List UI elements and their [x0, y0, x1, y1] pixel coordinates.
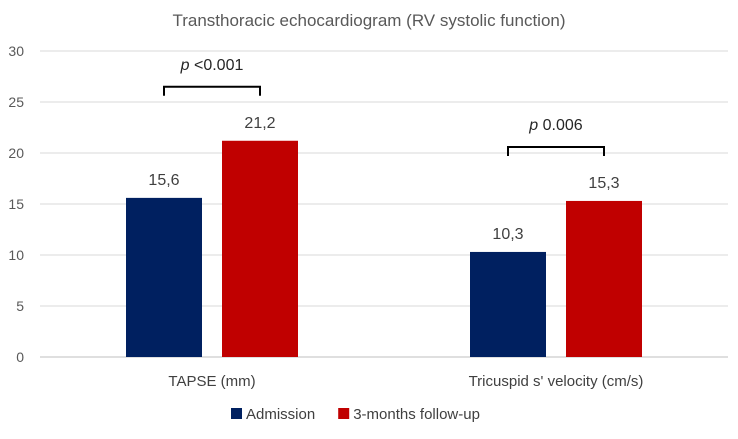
legend-label: Admission [246, 406, 315, 423]
data-label: 15,6 [148, 172, 179, 189]
legend: Admission 3-months follow-up [231, 406, 480, 423]
data-labels: 15,6 21,2 10,3 15,3 [148, 115, 619, 243]
category-label: Tricuspid s' velocity (cm/s) [469, 373, 644, 390]
data-label: 10,3 [492, 226, 523, 243]
p-value-label: p 0.006 [528, 117, 582, 134]
legend-swatch [231, 408, 242, 419]
bar-follow-up [566, 200, 642, 357]
data-label: 21,2 [244, 115, 275, 132]
p-value-label: p <0.001 [180, 57, 244, 74]
bar-admission [126, 197, 202, 357]
y-tick-label: 10 [8, 247, 24, 263]
bar-follow-up [222, 140, 298, 357]
p-symbol: p [528, 117, 538, 134]
y-tick-label: 25 [8, 94, 24, 110]
y-tick-label: 30 [8, 43, 24, 59]
y-tick-label: 15 [8, 196, 24, 212]
significance-bracket [163, 85, 261, 96]
legend-label: 3-months follow-up [353, 406, 480, 423]
p-value: <0.001 [190, 57, 244, 74]
chart-title: Transthoracic echocardiogram (RV systoli… [172, 11, 565, 30]
bar-admission [470, 251, 546, 357]
y-tick-label: 5 [16, 298, 24, 314]
category-label: TAPSE (mm) [168, 373, 255, 390]
significance-bracket [507, 145, 605, 156]
y-tick-label: 20 [8, 145, 24, 161]
p-symbol: p [180, 57, 190, 74]
y-axis-ticks: 0 5 10 15 20 25 30 [8, 43, 24, 365]
category-labels: TAPSE (mm) Tricuspid s' velocity (cm/s) [168, 373, 643, 390]
p-value: 0.006 [538, 117, 583, 134]
legend-swatch [338, 408, 350, 419]
data-label: 15,3 [588, 175, 619, 192]
bars [126, 140, 642, 357]
y-tick-label: 0 [16, 349, 24, 365]
